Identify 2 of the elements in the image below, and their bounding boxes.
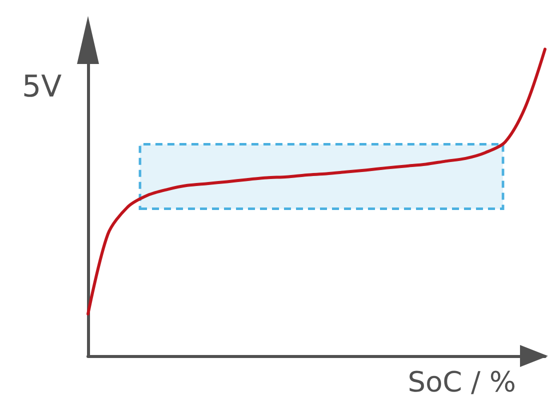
- x-axis-title: SoC / %: [408, 366, 516, 398]
- y-axis-title: 5V: [22, 70, 62, 104]
